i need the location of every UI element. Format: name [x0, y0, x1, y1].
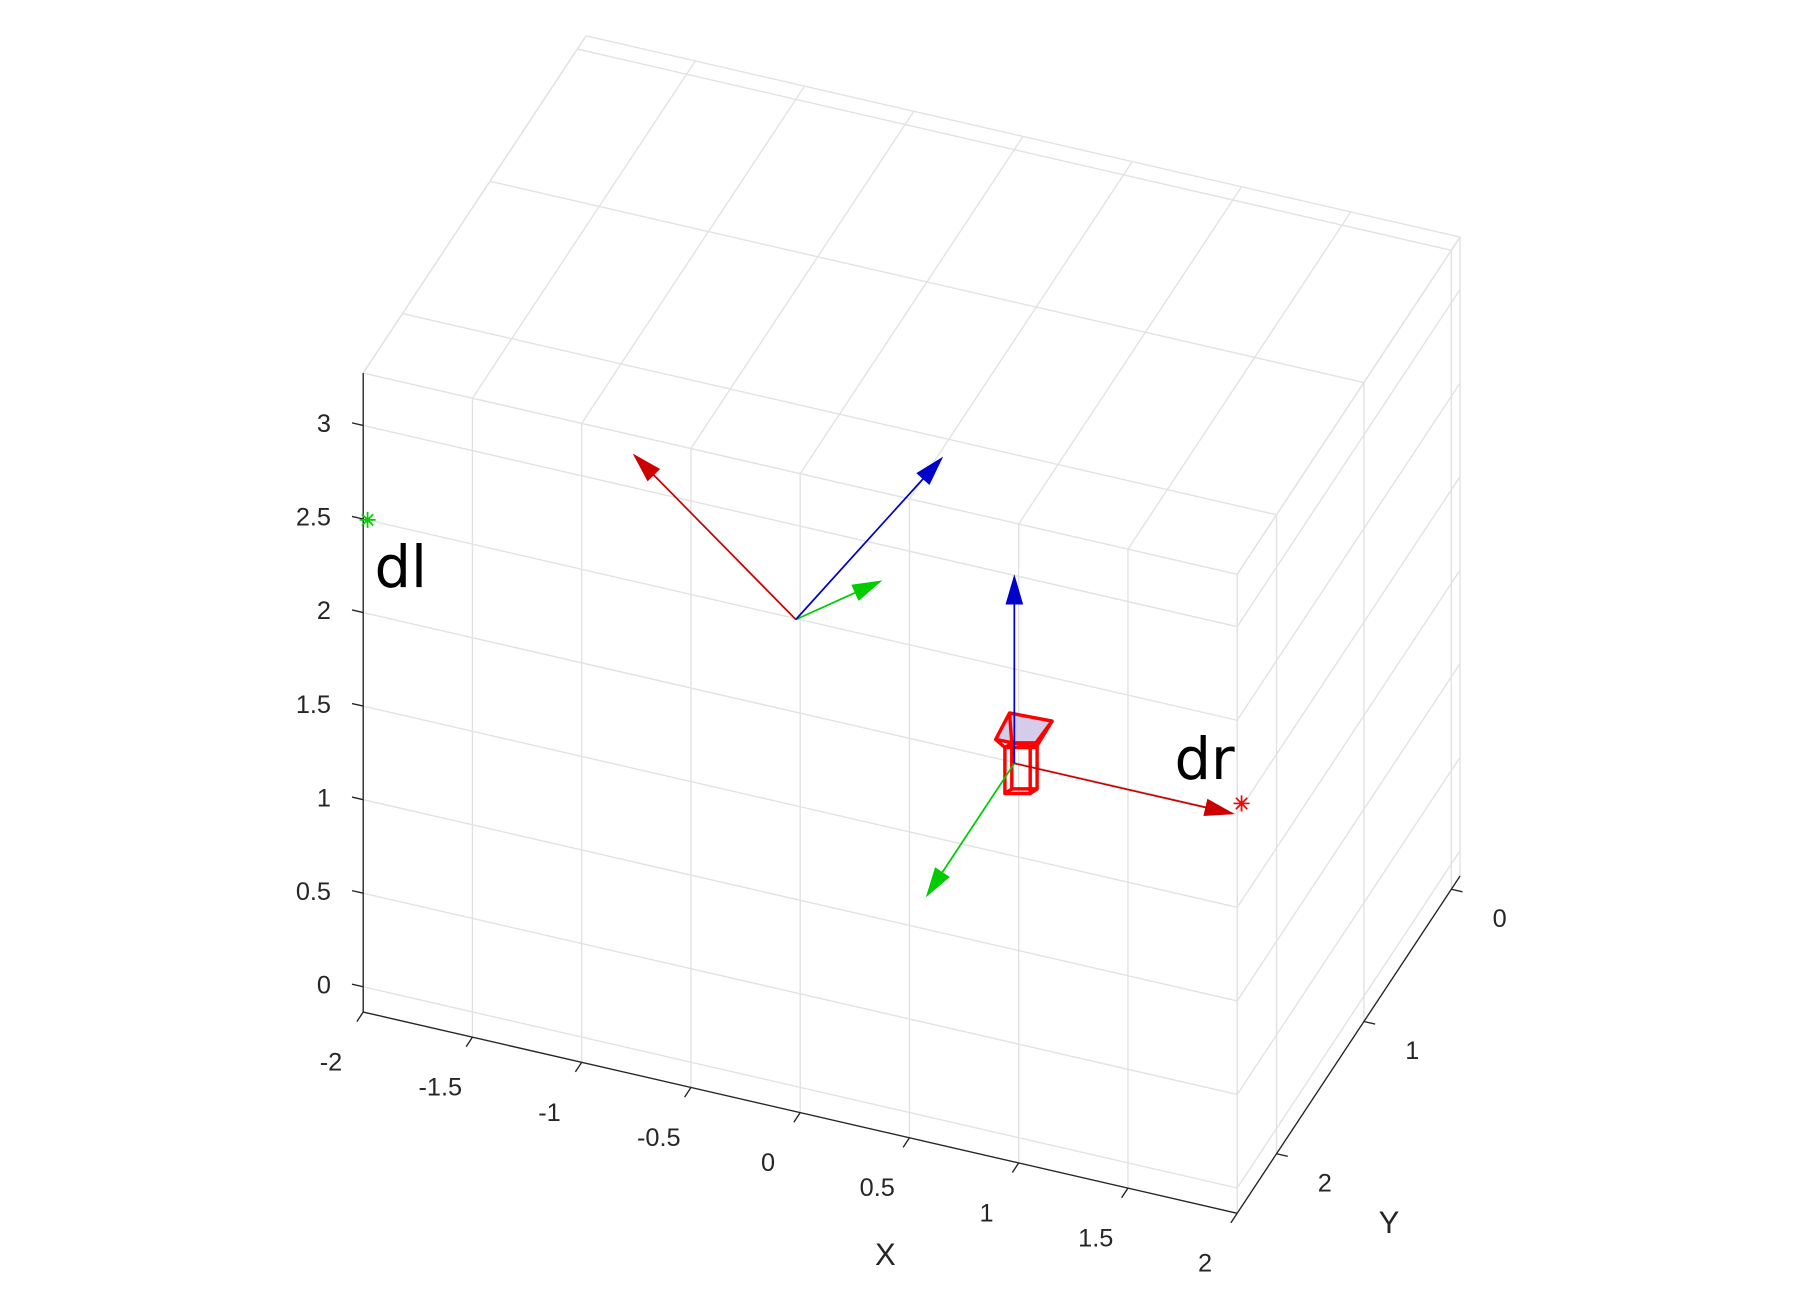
- grid-line: [363, 611, 1238, 815]
- x-tick: [793, 1112, 801, 1123]
- grid-line: [1236, 382, 1461, 721]
- arrow-shaft: [652, 474, 797, 621]
- x-tick: [1011, 1162, 1020, 1173]
- arrow-head: [1203, 798, 1235, 816]
- arrow-head: [916, 456, 944, 485]
- grid-line: [1018, 186, 1243, 525]
- grid-line: [489, 180, 1365, 384]
- y-axis-line: [1236, 875, 1461, 1214]
- arrow-shaft: [941, 762, 1016, 874]
- x-tick-label: -1: [538, 1099, 561, 1127]
- box-edge: [585, 35, 1461, 238]
- x-tick-label: -0.5: [637, 1124, 681, 1152]
- y-tick-label: 0: [1493, 905, 1507, 933]
- grid-line: [1236, 663, 1461, 1002]
- grid-line: [363, 892, 1238, 1096]
- camera-body: [1003, 745, 1032, 796]
- x-tick: [684, 1087, 692, 1098]
- y-tick: [1363, 1020, 1376, 1025]
- grid: [362, 35, 1461, 1214]
- grid-line: [402, 312, 1277, 516]
- z-tick-label: 0.5: [296, 878, 331, 906]
- x-tick: [1230, 1212, 1238, 1224]
- x-tick-label: -1.5: [418, 1074, 462, 1102]
- y-axis-label: Y: [1379, 1205, 1400, 1240]
- y-tick-label: 2: [1318, 1169, 1332, 1197]
- camera-icon: [993, 711, 1054, 796]
- grid-line: [690, 110, 915, 449]
- grid-line: [363, 705, 1238, 909]
- x-tick-label: 0: [761, 1149, 775, 1177]
- grid-line: [577, 48, 1452, 251]
- z-tick-label: 2: [317, 597, 331, 625]
- x-tick-label: 2: [1198, 1250, 1212, 1278]
- z-tick: [351, 609, 364, 614]
- arrow-shaft: [795, 591, 856, 621]
- y-tick-label: 1: [1405, 1037, 1419, 1065]
- grid-line: [363, 518, 1238, 721]
- x-tick: [1121, 1187, 1129, 1199]
- x-tick-label: 1: [979, 1199, 993, 1227]
- z-tick-label: 1: [317, 784, 331, 812]
- grid-line: [1236, 476, 1461, 815]
- x-tick: [356, 1011, 364, 1022]
- camera-body-edges: [1003, 741, 1039, 795]
- arrow-head: [851, 580, 883, 601]
- grid-line: [581, 85, 806, 424]
- z-tick: [351, 796, 364, 801]
- grid-line: [799, 136, 1024, 475]
- box-edge: [362, 35, 587, 374]
- box-edge: [1236, 236, 1461, 575]
- z-tick: [351, 889, 364, 894]
- z-tick-label: 1.5: [296, 691, 331, 719]
- grid-line: [1127, 211, 1352, 550]
- z-tick: [351, 702, 364, 707]
- x-tick-label: 0.5: [860, 1174, 895, 1202]
- grid-line: [1236, 569, 1461, 908]
- grid-line: [363, 798, 1238, 1002]
- z-tick: [351, 422, 364, 427]
- x-tick: [574, 1061, 583, 1073]
- point-marker: [1233, 795, 1250, 812]
- grid-line: [1236, 850, 1461, 1189]
- arrow-shaft: [1014, 762, 1207, 809]
- marks: dl dr: [359, 453, 1250, 898]
- y-tick: [1276, 1153, 1288, 1158]
- grid-line: [1236, 289, 1461, 628]
- grid-line: [471, 60, 696, 399]
- grid-line: [363, 986, 1238, 1189]
- point-label: dl: [374, 534, 426, 601]
- point-marker: [359, 511, 376, 528]
- x-tick-label: -2: [320, 1048, 343, 1076]
- point-label: dr: [1175, 726, 1235, 793]
- z-tick: [351, 515, 364, 520]
- x-tick: [902, 1137, 911, 1148]
- arrow-head: [632, 453, 661, 482]
- y-tick: [1451, 888, 1463, 893]
- box-edge: [363, 372, 1238, 575]
- z-tick-label: 3: [317, 410, 331, 438]
- z-tick-label: 2.5: [296, 504, 331, 532]
- arrow-head: [1005, 574, 1024, 605]
- plot-area: -2 -1.5 -1 -0.5 0 0.5 1 1.5 2 0 1 2 0 0.5 1 1.5 2 2.5 3 dl…: [296, 35, 1507, 1278]
- grid-line: [1236, 756, 1461, 1095]
- arrow-shaft: [795, 478, 924, 621]
- axes: -2 -1.5 -1 -0.5 0 0.5 1 1.5 2 0 1 2 0 0.5 1 1.5 2 2.5 3: [296, 373, 1507, 1278]
- x-tick-label: 1.5: [1078, 1225, 1113, 1253]
- grid-line: [908, 161, 1133, 500]
- grid-line: [363, 424, 1238, 628]
- z-tick-label: 0: [317, 971, 331, 999]
- arrow-head: [925, 867, 950, 898]
- x-axis-label: X: [875, 1237, 896, 1272]
- z-tick: [351, 983, 364, 988]
- x-tick: [465, 1036, 474, 1048]
